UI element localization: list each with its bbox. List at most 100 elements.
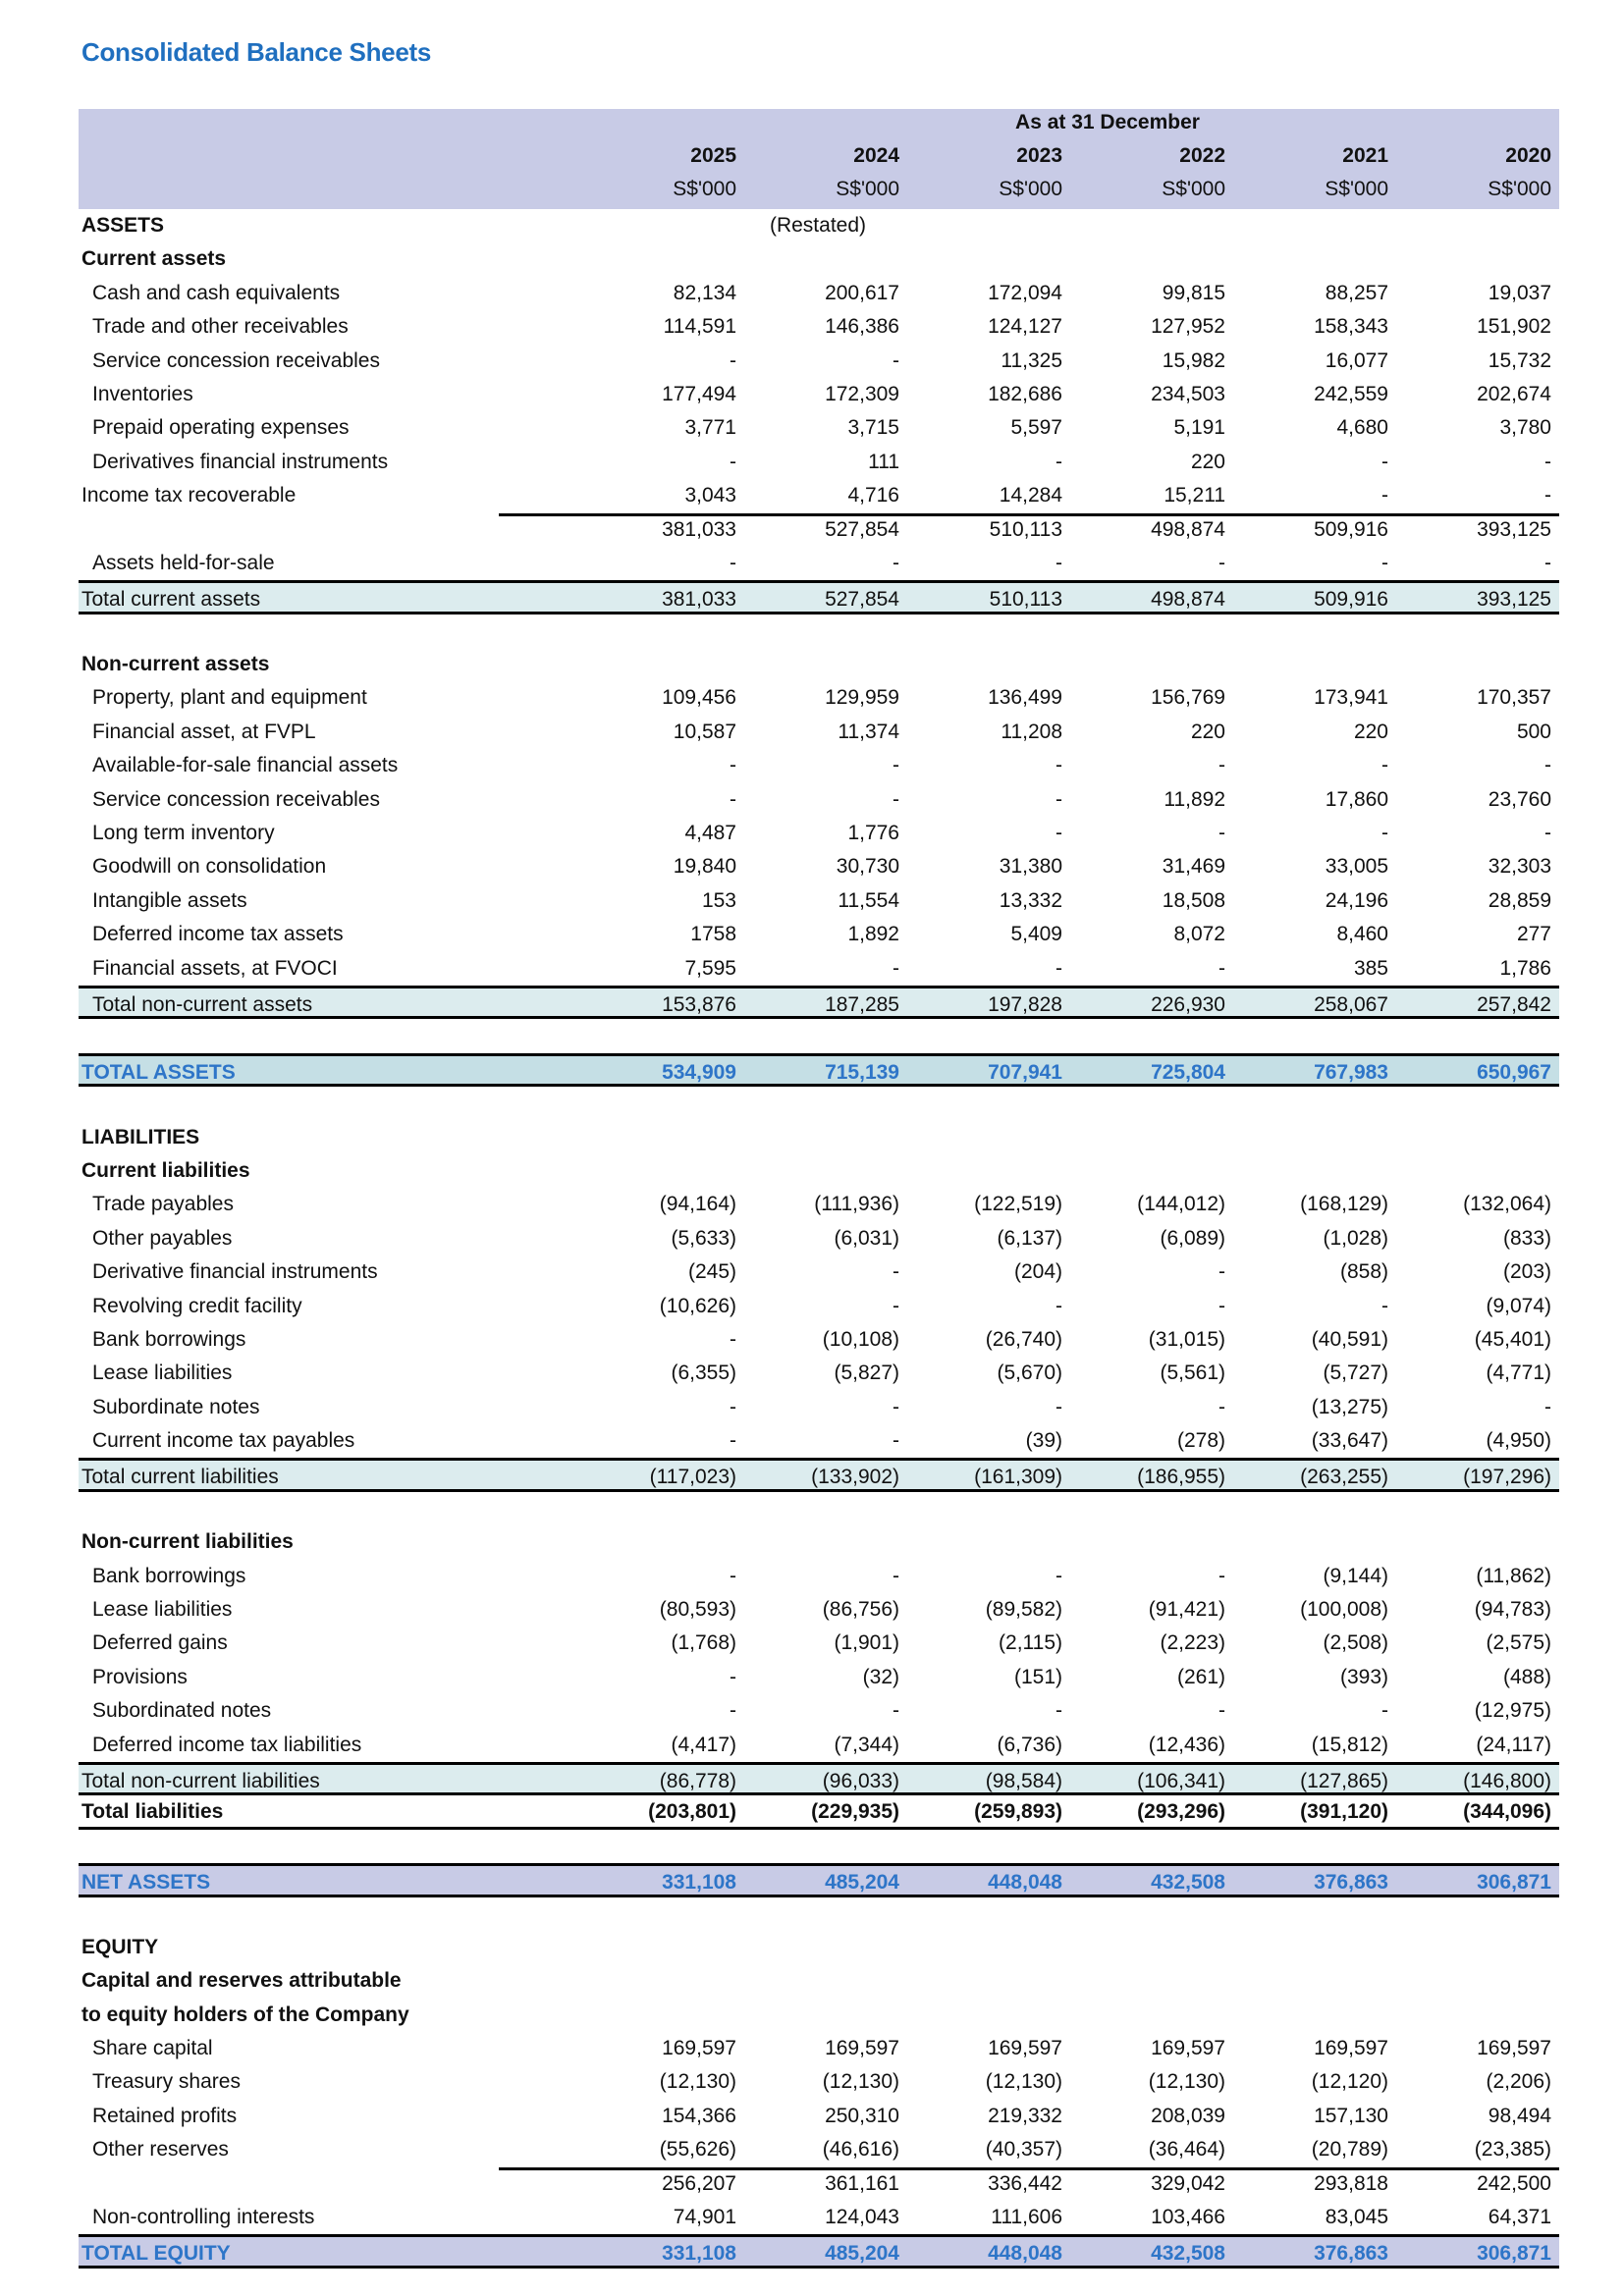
cell-value: 336,442: [988, 2171, 1062, 2195]
cell-value: [1225, 1964, 1388, 1998]
cell-value: [899, 648, 1062, 681]
row-label: [79, 2167, 573, 2201]
cell-value: [1388, 1121, 1551, 1154]
cell-value: [736, 1121, 899, 1154]
row-label: Share capital: [92, 2037, 213, 2060]
cell-value: (5,561): [1160, 1362, 1225, 1385]
cell-value: 448,048: [988, 1871, 1062, 1895]
row-label: Lease liabilities: [92, 1598, 233, 1622]
cell-value: 448,048: [988, 2242, 1062, 2266]
cell-value: (203): [1502, 1260, 1551, 1284]
cell-value: 11,325: [1001, 348, 1062, 372]
row-label: Service concession receivables: [92, 787, 380, 811]
year-header: 2025: [690, 144, 736, 167]
cell-value: 5,409: [1010, 923, 1062, 946]
cell-value: 7,595: [684, 956, 736, 980]
cell-value: 169,597: [825, 2037, 899, 2060]
cell-value: -: [1056, 822, 1062, 845]
table-row: Goodwill on consolidation 19,840 30,730 31,…: [79, 850, 1559, 883]
cell-value: (31,015): [1148, 1327, 1225, 1351]
cell-value: -: [893, 1564, 899, 1587]
table-row: 256,207 361,161 336,442 329,042 293,818 242,5…: [79, 2166, 1559, 2201]
cell-value: (261): [1176, 1665, 1225, 1688]
cell-value: -: [1381, 1699, 1388, 1723]
table-row: Capital and reserves attributable: [79, 1964, 1559, 1998]
cell-value: [899, 1154, 1062, 1188]
cell-value: (161,309): [974, 1466, 1062, 1489]
row-label: Total current liabilities: [81, 1466, 279, 1489]
row-label: NET ASSETS: [81, 1871, 211, 1895]
cell-value: (24,117): [1476, 1733, 1551, 1756]
cell-value: -: [1381, 484, 1388, 507]
row-label: Provisions: [92, 1665, 188, 1688]
cell-value: -: [1381, 754, 1388, 777]
cell-value: 127,952: [1151, 315, 1225, 339]
cell-value: (36,464): [1148, 2138, 1225, 2162]
year-header: 2021: [1342, 144, 1388, 167]
row-label: Available-for-sale financial assets: [92, 754, 399, 777]
year-header: 2024: [853, 144, 899, 167]
cell-value: 242,500: [1477, 2171, 1551, 2195]
cell-value: (12,975): [1474, 1699, 1551, 1723]
cell-value: (9,074): [1486, 1294, 1551, 1317]
spacer-row: [79, 1019, 1559, 1052]
row-label: Other reserves: [92, 2138, 229, 2162]
row-label: Intangible assets: [92, 888, 247, 912]
cell-value: [899, 242, 1062, 276]
cell-value: (26,740): [985, 1327, 1062, 1351]
cell-value: [1388, 1964, 1551, 1998]
cell-value: 172,309: [825, 382, 899, 405]
cell-value: [899, 1525, 1062, 1559]
cell-value: (15,812): [1311, 1733, 1388, 1756]
table-row: Long term inventory 4,487 1,776 - - - -: [79, 817, 1559, 850]
row-label: Bank borrowings: [92, 1327, 246, 1351]
cell-value: (229,935): [811, 1800, 899, 1824]
cell-value: (4,950): [1486, 1429, 1551, 1453]
cell-value: -: [730, 450, 736, 473]
row-label: Service concession receivables: [92, 348, 380, 372]
row-label: to equity holders of the Company: [81, 2002, 409, 2026]
table-row: Lease liabilities (80,593) (86,756) (89,582…: [79, 1593, 1559, 1627]
table-row: Share capital 169,597 169,597 169,597 169,59…: [79, 2032, 1559, 2065]
cell-value: 725,804: [1151, 1060, 1225, 1084]
row-label: Property, plant and equipment: [92, 686, 367, 710]
cell-value: -: [1056, 1395, 1062, 1418]
cell-value: (33,647): [1311, 1429, 1388, 1453]
cell-value: 153,876: [662, 992, 736, 1016]
cell-value: (122,519): [974, 1193, 1062, 1216]
cell-value: 15,982: [1162, 348, 1225, 372]
cell-value: 376,863: [1314, 1871, 1388, 1895]
cell-value: (4,417): [671, 1733, 736, 1756]
cell-value: (858): [1339, 1260, 1388, 1284]
cell-value: 74,901: [673, 2206, 736, 2229]
cell-value: 1758: [690, 923, 736, 946]
table-row: Total current liabilities (117,023) (133,9…: [79, 1458, 1559, 1492]
cell-value: (10,626): [659, 1294, 736, 1317]
cell-value: [573, 1121, 736, 1154]
spacer-row: [79, 1087, 1559, 1120]
unit-header: S$'000: [836, 178, 899, 200]
cell-value: 510,113: [989, 588, 1062, 612]
cell-value: -: [1056, 551, 1062, 574]
table-row: Service concession receivables - - - 11,892 1…: [79, 783, 1559, 817]
spacer-row: [79, 1897, 1559, 1931]
cell-value: (6,089): [1160, 1226, 1225, 1250]
cell-value: (6,137): [997, 1226, 1062, 1250]
cell-value: -: [1056, 787, 1062, 811]
cell-value: [736, 1999, 899, 2032]
row-label: Long term inventory: [92, 822, 275, 845]
cell-value: 151,902: [1477, 315, 1551, 339]
cell-value: -: [730, 787, 736, 811]
cell-value: -: [730, 348, 736, 372]
cell-value: (6,736): [997, 1733, 1062, 1756]
table-row: Prepaid operating expenses 3,771 3,715 5,59…: [79, 411, 1559, 445]
cell-value: -: [1544, 754, 1551, 777]
row-label: Revolving credit facility: [92, 1294, 302, 1317]
row-label: Non-current assets: [81, 653, 270, 676]
cell-value: 14,284: [999, 484, 1062, 507]
cell-value: [573, 1964, 736, 1998]
table-row: Trade and other receivables 114,591 146,38…: [79, 310, 1559, 344]
cell-value: -: [893, 1395, 899, 1418]
cell-value: (100,008): [1300, 1598, 1388, 1622]
cell-value: 498,874: [1151, 588, 1225, 612]
